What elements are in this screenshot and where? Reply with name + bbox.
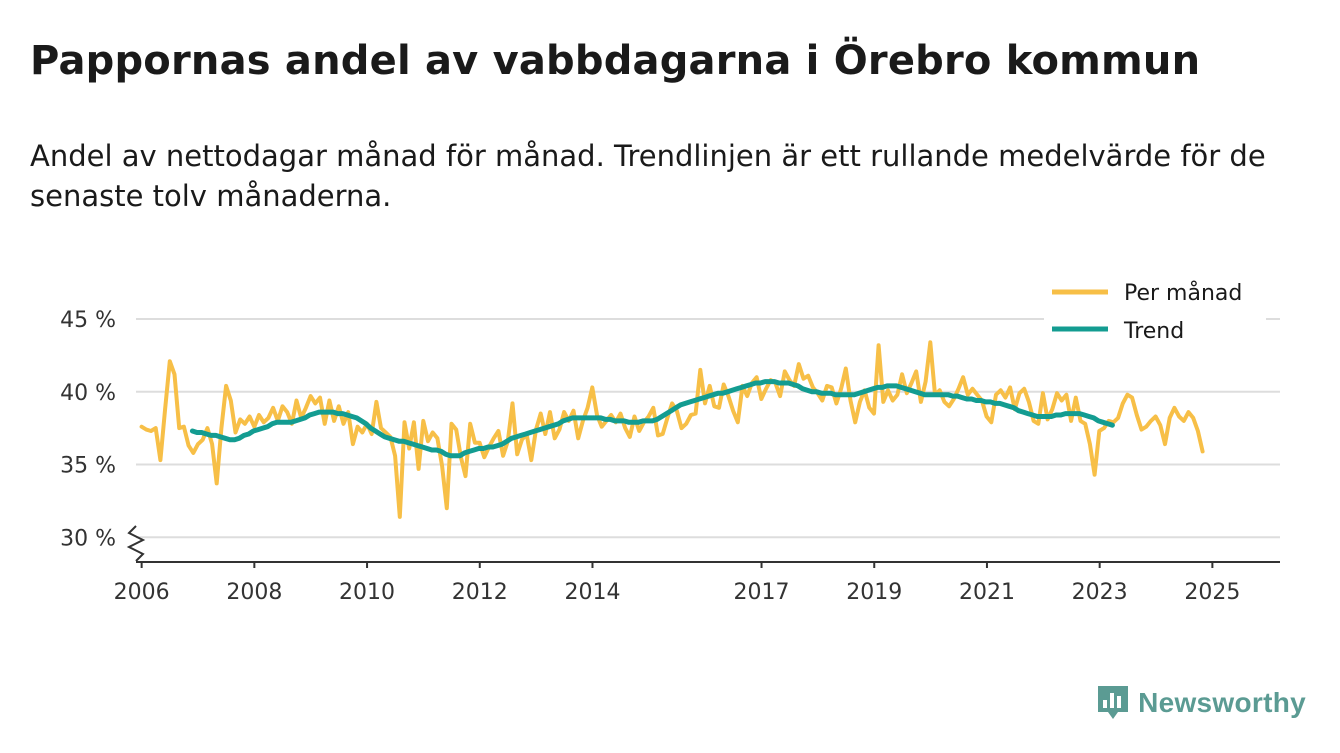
- legend: Per månad Trend: [1044, 276, 1266, 356]
- legend-label-trend: Trend: [1123, 319, 1184, 344]
- chart-subtitle: Andel av nettodagar månad för månad. Tre…: [30, 139, 1266, 213]
- brand-name: Newsworthy: [1138, 687, 1306, 718]
- x-tick-label: 2019: [846, 580, 902, 605]
- y-tick-label: 45 %: [60, 308, 116, 333]
- x-tick-label: 2008: [226, 580, 282, 605]
- x-tick-label: 2010: [339, 580, 395, 605]
- x-tick-label: 2012: [452, 580, 508, 605]
- brand-logo[interactable]: Newsworthy: [1096, 684, 1306, 722]
- axis-break-icon: [126, 525, 146, 562]
- series-lines: [139, 340, 1205, 519]
- y-tick-label: 30 %: [60, 526, 116, 551]
- y-tick-label: 40 %: [60, 381, 116, 406]
- x-tick-label: 2023: [1072, 580, 1128, 605]
- y-tick-label: 35 %: [60, 454, 116, 479]
- series-line-trend: [189, 379, 1115, 459]
- axes: 30 % 35 % 40 % 45 % 2006 2008 2010 2012 2014 2017…: [60, 308, 1280, 605]
- newsworthy-logo-icon: [1098, 686, 1129, 719]
- legend-background: [1044, 276, 1266, 356]
- chart-title: Pappornas andel av vabbdagarna i Örebro …: [30, 38, 1201, 84]
- x-tick-label: 2021: [959, 580, 1015, 605]
- legend-label-per-manad: Per månad: [1124, 280, 1242, 306]
- x-tick-label: 2006: [114, 580, 170, 605]
- series-line-per-manad: [139, 340, 1205, 519]
- x-tick-label: 2017: [734, 580, 790, 605]
- x-tick-label: 2014: [564, 580, 620, 605]
- x-tick-label: 2025: [1184, 580, 1240, 605]
